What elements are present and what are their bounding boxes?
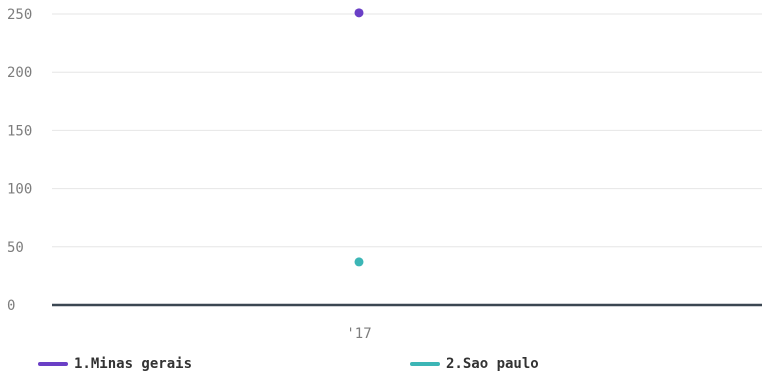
data-points — [354, 8, 364, 267]
y-axis-ticks: 0 50 100 150 200 250 — [7, 7, 32, 314]
data-point-series-0-0[interactable] — [354, 8, 364, 18]
legend-item-minas-gerais[interactable]: 1.Minas gerais — [38, 356, 192, 372]
legend: 1.Minas gerais 2.Sao paulo — [0, 356, 762, 380]
y-tick-label-250: 250 — [7, 7, 32, 23]
y-tick-label-200: 200 — [7, 65, 32, 81]
y-tick-label-150: 150 — [7, 123, 32, 139]
chart: 0 50 100 150 200 250 '17 — [7, 7, 762, 342]
data-point-series-1-0[interactable] — [354, 257, 364, 267]
legend-label-minas-gerais: 1.Minas gerais — [74, 356, 193, 372]
x-axis-ticks: '17 — [346, 326, 371, 342]
legend-swatch-minas-gerais — [38, 362, 68, 366]
legend-swatch-sao-paulo — [410, 362, 440, 366]
y-tick-label-0: 0 — [7, 298, 15, 314]
grid-lines — [52, 13, 762, 248]
legend-label-sao-paulo: 2.Sao paulo — [446, 356, 539, 372]
legend-item-sao-paulo[interactable]: 2.Sao paulo — [410, 356, 539, 372]
x-tick-label-0: '17 — [346, 326, 371, 342]
y-tick-label-50: 50 — [7, 240, 24, 256]
y-tick-label-100: 100 — [7, 182, 32, 198]
